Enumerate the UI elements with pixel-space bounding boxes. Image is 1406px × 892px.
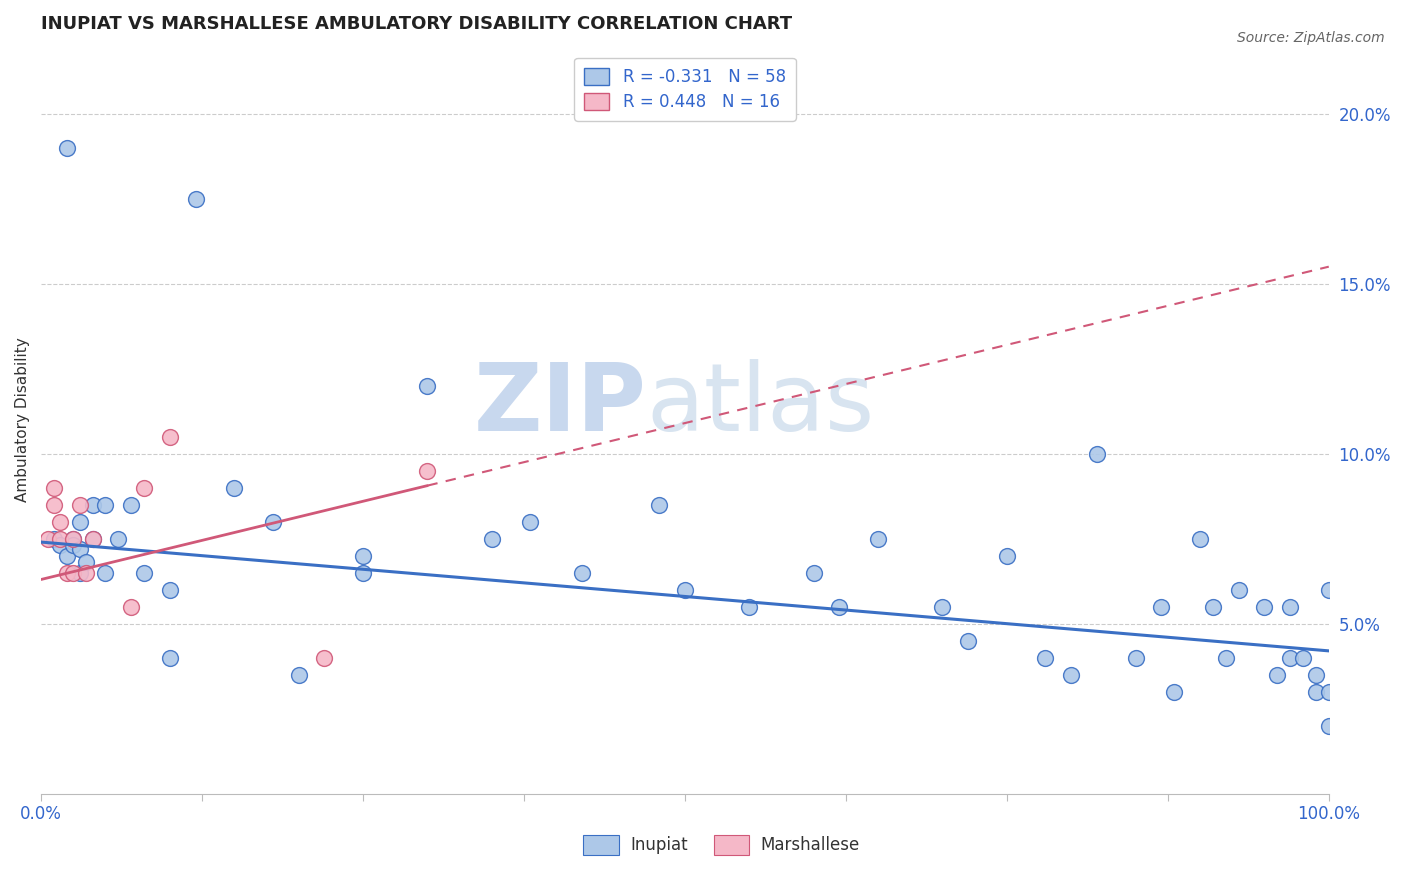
Point [159, 650, 181, 665]
Point [957, 633, 980, 648]
Point [75, 566, 97, 580]
Point [1317, 684, 1340, 698]
Point [1317, 582, 1340, 597]
Point [1060, 667, 1083, 681]
Point [37, 532, 59, 546]
Point [1305, 684, 1327, 698]
Point [82, 532, 104, 546]
Point [56, 566, 79, 580]
Point [828, 599, 851, 614]
Point [42, 481, 65, 495]
Point [120, 498, 142, 512]
Point [107, 532, 129, 546]
Point [159, 582, 181, 597]
Text: Marshallese: Marshallese [761, 836, 860, 854]
Point [49, 515, 72, 529]
Point [94, 498, 117, 512]
Point [931, 599, 953, 614]
Point [262, 515, 284, 529]
Point [94, 566, 117, 580]
Point [1085, 447, 1108, 461]
Point [1317, 719, 1340, 733]
Point [738, 599, 761, 614]
Point [481, 532, 503, 546]
Point [49, 532, 72, 546]
Point [1125, 650, 1147, 665]
Point [134, 481, 156, 495]
Point [56, 141, 79, 155]
Point [1227, 582, 1250, 597]
Point [1279, 650, 1302, 665]
Point [571, 566, 593, 580]
Point [673, 582, 696, 597]
Text: Inupiat: Inupiat [630, 836, 688, 854]
Point [519, 515, 541, 529]
Point [49, 539, 72, 553]
Point [62, 566, 84, 580]
Point [1035, 650, 1057, 665]
Point [82, 532, 104, 546]
Point [1253, 599, 1275, 614]
Legend: R = -0.331   N = 58, R = 0.448   N = 16: R = -0.331 N = 58, R = 0.448 N = 16 [574, 58, 796, 120]
Point [868, 532, 890, 546]
Y-axis label: Ambulatory Disability: Ambulatory Disability [15, 337, 30, 502]
Point [416, 378, 439, 392]
Point [134, 566, 156, 580]
Point [159, 430, 181, 444]
Text: atlas: atlas [647, 359, 875, 450]
Point [416, 464, 439, 478]
Point [69, 566, 91, 580]
Point [69, 515, 91, 529]
Point [42, 532, 65, 546]
Point [69, 541, 91, 556]
Point [995, 549, 1018, 563]
Point [184, 192, 207, 206]
Point [75, 556, 97, 570]
Point [1279, 599, 1302, 614]
Point [1202, 599, 1225, 614]
Point [1188, 532, 1211, 546]
Point [62, 532, 84, 546]
Point [120, 599, 142, 614]
Point [42, 498, 65, 512]
Point [352, 566, 374, 580]
Point [56, 549, 79, 563]
Point [803, 566, 825, 580]
Point [1150, 599, 1173, 614]
Point [287, 667, 309, 681]
Point [1163, 684, 1185, 698]
Text: Source: ZipAtlas.com: Source: ZipAtlas.com [1237, 31, 1385, 45]
Point [1215, 650, 1237, 665]
Point [1305, 667, 1327, 681]
Text: ZIP: ZIP [474, 359, 647, 450]
Point [82, 498, 104, 512]
Point [224, 481, 246, 495]
Point [62, 532, 84, 546]
Point [648, 498, 671, 512]
Point [69, 498, 91, 512]
Point [352, 549, 374, 563]
Text: INUPIAT VS MARSHALLESE AMBULATORY DISABILITY CORRELATION CHART: INUPIAT VS MARSHALLESE AMBULATORY DISABI… [41, 15, 792, 33]
Point [314, 650, 336, 665]
Point [1292, 650, 1315, 665]
Point [1265, 667, 1288, 681]
Point [62, 539, 84, 553]
